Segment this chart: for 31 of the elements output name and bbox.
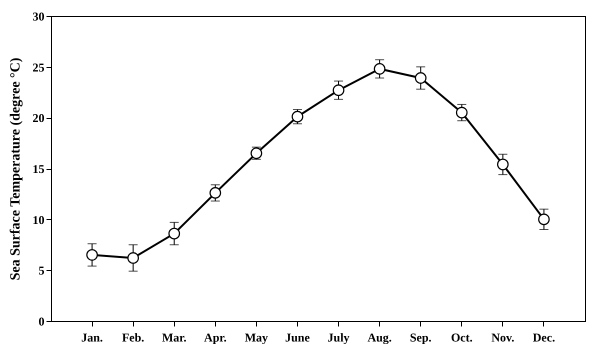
x-tick-label: Aug. <box>367 330 392 344</box>
y-tick-label: 0 <box>38 314 44 328</box>
point <box>127 252 139 264</box>
y-tick-label: 25 <box>32 60 44 74</box>
x-tick-label: Feb. <box>122 330 144 344</box>
point <box>292 110 304 122</box>
y-tick-label: 15 <box>32 162 44 176</box>
x-tick-label: Dec. <box>532 330 556 344</box>
point <box>332 84 344 96</box>
x-tick-label: Apr. <box>204 330 227 344</box>
point <box>374 63 386 75</box>
x-tick-label: Mar. <box>162 330 187 344</box>
x-tick-label: May <box>244 330 268 344</box>
x-tick-label: Nov. <box>491 330 514 344</box>
point <box>497 158 509 170</box>
y-tick-label: 20 <box>32 111 44 126</box>
y-tick-label: 5 <box>38 264 44 278</box>
x-tick-label: Jan. <box>81 330 103 344</box>
point <box>209 187 222 199</box>
point <box>538 214 550 226</box>
point <box>86 249 98 261</box>
x-tick-label: July <box>328 330 350 344</box>
y-axis-title: Sea Surface Temperature (degree °C) <box>8 57 24 280</box>
point <box>414 72 427 84</box>
x-tick-label: June <box>285 330 310 344</box>
y-tick-label: 10 <box>32 212 44 227</box>
point <box>456 106 468 118</box>
x-tick-label: Oct. <box>450 330 473 344</box>
y-tick-label: 30 <box>32 10 44 24</box>
x-tick-label: Sep. <box>410 330 432 344</box>
point <box>168 228 180 240</box>
